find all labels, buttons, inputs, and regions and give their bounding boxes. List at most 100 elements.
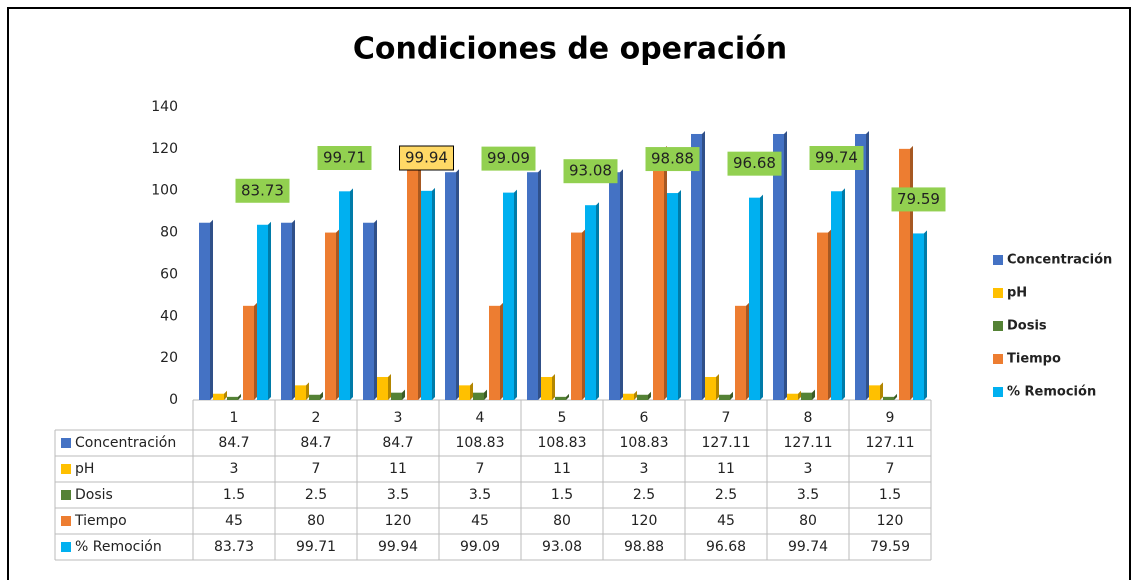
table-cell: 120 [631, 513, 658, 529]
bar [667, 193, 678, 400]
bar [309, 394, 320, 400]
legend-label: Concentración [1007, 253, 1112, 268]
data-label: 96.68 [733, 154, 776, 172]
bar [609, 172, 620, 400]
chart-title: Condiciones de operación [353, 32, 787, 67]
legend-label: Dosis [1007, 319, 1047, 334]
bar-side [336, 229, 339, 400]
bar-side [500, 302, 503, 400]
legend-key [993, 288, 1003, 298]
x-tick-label: 8 [804, 410, 813, 426]
table-cell: 120 [385, 513, 412, 529]
data-label: 99.94 [405, 149, 448, 167]
bar-side [866, 130, 869, 400]
data-label: 83.73 [241, 181, 284, 199]
bar [421, 190, 432, 400]
table-cell: 2.5 [715, 487, 737, 503]
bar-side [760, 194, 763, 400]
bar [585, 205, 596, 400]
bar-side [306, 382, 309, 400]
table-cell: 108.83 [538, 435, 587, 451]
table-cell: 80 [553, 513, 571, 529]
data-label-box [399, 145, 454, 171]
table-cell: 99.71 [296, 539, 336, 555]
legend-label: Tiempo [1007, 352, 1061, 367]
table-cell: 2.5 [633, 487, 655, 503]
bar-side [350, 188, 353, 400]
bar [571, 232, 582, 400]
bar-side [746, 302, 749, 400]
x-tick-label: 5 [558, 410, 567, 426]
bar [473, 392, 484, 400]
table-cell: 1.5 [879, 487, 901, 503]
table-cell: 99.09 [460, 539, 500, 555]
table-cell: 3 [804, 461, 813, 477]
table-cell: 84.7 [300, 435, 331, 451]
table-row-label: % Remoción [75, 539, 162, 555]
table-cell: 7 [312, 461, 321, 477]
table-cell: 127.11 [866, 435, 915, 451]
x-tick-label: 9 [886, 410, 895, 426]
table-cell: 11 [553, 461, 571, 477]
bar-side [432, 187, 435, 400]
legend-key [993, 387, 1003, 397]
bar [339, 191, 350, 400]
bar [653, 148, 664, 400]
table-key [61, 490, 71, 500]
table-row-label: Dosis [75, 487, 113, 503]
bar [787, 393, 798, 400]
table-cell: 99.74 [788, 539, 828, 555]
y-tick-label: 100 [151, 183, 178, 199]
bar-side [566, 393, 569, 400]
bar-side [582, 229, 585, 400]
data-label-box [235, 178, 290, 203]
x-tick-label: 6 [640, 410, 649, 426]
legend-key [993, 255, 1003, 265]
table-cell: 2.5 [305, 487, 327, 503]
table-cell: 120 [877, 513, 904, 529]
table-cell: 1.5 [223, 487, 245, 503]
bar-side [648, 391, 651, 400]
bar-side [388, 373, 391, 400]
table-key [61, 516, 71, 526]
bar-side [292, 219, 295, 400]
x-tick-label: 2 [312, 410, 321, 426]
data-label-box [317, 146, 372, 170]
bar-side [552, 373, 555, 400]
bar-side [210, 219, 213, 400]
bar [325, 232, 336, 400]
data-label-box [809, 146, 864, 170]
table-cell: 11 [389, 461, 407, 477]
table-cell: 79.59 [870, 539, 910, 555]
x-tick-label: 3 [394, 410, 403, 426]
bar-side [224, 390, 227, 400]
data-label: 93.08 [569, 162, 612, 180]
bar [257, 224, 268, 400]
table-cell: 11 [717, 461, 735, 477]
table-cell: 98.88 [624, 539, 664, 555]
data-label: 98.88 [651, 150, 694, 168]
bar [527, 172, 538, 400]
y-tick-label: 120 [151, 141, 178, 157]
data-label: 79.59 [897, 190, 940, 208]
bar [489, 305, 500, 400]
bar [407, 148, 418, 400]
bar-side [730, 391, 733, 400]
table-key [61, 464, 71, 474]
bar-side [784, 130, 787, 400]
bar [541, 376, 552, 400]
bar-side [320, 391, 323, 400]
bar-side [596, 202, 599, 400]
y-tick-label: 140 [151, 99, 178, 115]
table-cell: 127.11 [702, 435, 751, 451]
bar-side [798, 390, 801, 400]
table-key [61, 542, 71, 552]
table-key [61, 438, 71, 448]
bar-side [268, 221, 271, 400]
bar-side [538, 169, 541, 400]
bar-side [880, 382, 883, 400]
bar-side [456, 169, 459, 400]
bar [295, 385, 306, 400]
data-label-box [727, 151, 782, 176]
legend-label: pH [1007, 286, 1027, 301]
